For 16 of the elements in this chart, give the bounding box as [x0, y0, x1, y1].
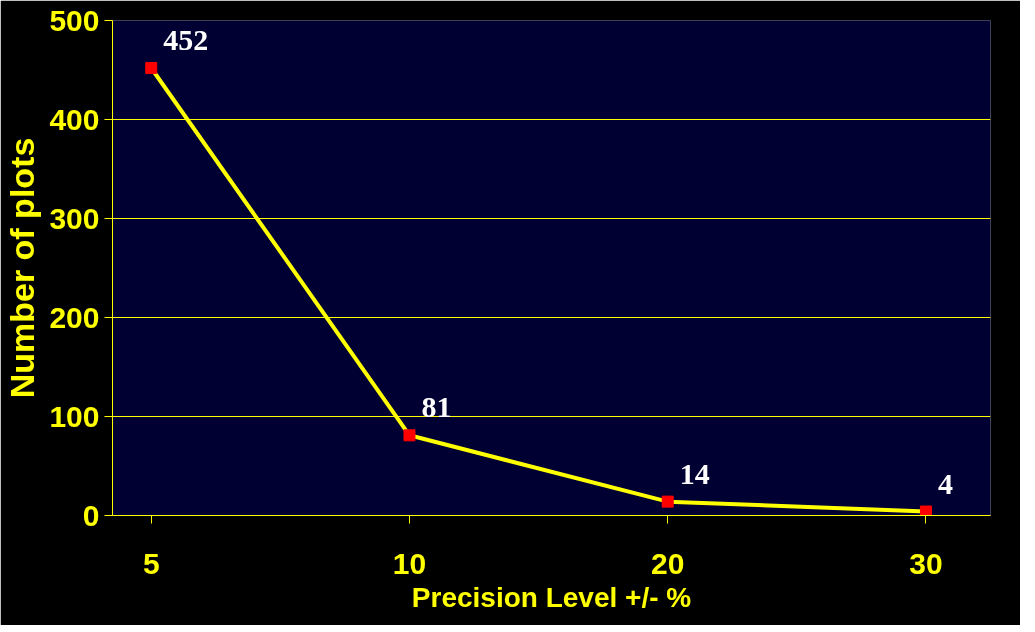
x-axis-title: Precision Level +/- % [411, 581, 692, 613]
y-tick-label: 200 [49, 300, 100, 334]
x-tick-label: 5 [142, 546, 160, 580]
y-tick-label: 0 [82, 498, 100, 532]
y-axis-title: Number of plots [3, 137, 42, 399]
x-tick-label: 20 [651, 546, 685, 580]
x-tick-label: 30 [909, 546, 943, 580]
y-tick-label: 400 [49, 102, 100, 136]
x-tick-label: 10 [392, 546, 427, 580]
y-tick-label: 300 [49, 201, 100, 235]
y-tick-label: 100 [49, 399, 100, 433]
data-label: 452 [163, 23, 209, 57]
data-label: 14 [679, 456, 710, 490]
y-tick-label: 500 [49, 3, 100, 37]
data-label: 81 [421, 390, 452, 424]
data-label: 4 [937, 466, 953, 500]
